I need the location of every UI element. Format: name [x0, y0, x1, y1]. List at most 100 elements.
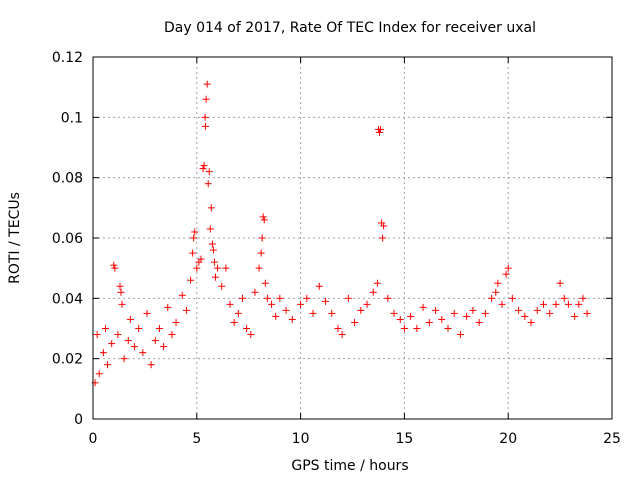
- data-point: [99, 349, 107, 357]
- data-point: [546, 309, 554, 317]
- chart-title: Day 014 of 2017, Rate Of TEC Index for r…: [164, 20, 536, 36]
- data-point: [95, 370, 103, 378]
- x-tick-labels: 0 5 10 15 20 25: [89, 431, 621, 447]
- data-point: [583, 309, 591, 317]
- data-point: [268, 300, 276, 308]
- y-tick-label: 0.06: [52, 231, 83, 247]
- data-point: [120, 355, 128, 363]
- data-point: [199, 165, 207, 173]
- data-point: [187, 276, 195, 284]
- grid-lines: [93, 57, 612, 419]
- data-point: [498, 300, 506, 308]
- data-point: [247, 331, 255, 339]
- data-point: [226, 300, 234, 308]
- data-point: [164, 303, 172, 311]
- data-point: [143, 309, 151, 317]
- data-point: [377, 125, 385, 133]
- data-point: [571, 312, 579, 320]
- data-point: [413, 325, 421, 332]
- data-point: [255, 264, 263, 272]
- data-point: [222, 264, 230, 272]
- data-point: [272, 312, 280, 320]
- data-point: [209, 246, 217, 254]
- data-point: [288, 315, 296, 323]
- data-point: [419, 303, 427, 311]
- data-point: [147, 361, 155, 369]
- data-point: [234, 309, 242, 317]
- data-point: [282, 306, 290, 314]
- data-point: [116, 282, 124, 290]
- data-point: [463, 312, 471, 320]
- data-point: [259, 213, 267, 221]
- data-point: [344, 294, 352, 302]
- data-points: [91, 80, 591, 387]
- data-point: [151, 337, 159, 345]
- data-point: [93, 331, 101, 339]
- data-point: [108, 340, 116, 348]
- data-point: [101, 325, 109, 332]
- y-tick-label: 0.02: [52, 352, 83, 368]
- data-point: [438, 315, 446, 323]
- data-point: [160, 343, 168, 351]
- data-point: [456, 331, 464, 339]
- data-point: [260, 216, 268, 224]
- data-point: [303, 294, 311, 302]
- data-point: [203, 80, 211, 88]
- data-point: [124, 337, 132, 345]
- data-point: [189, 249, 197, 257]
- data-point: [380, 222, 388, 230]
- data-point: [539, 300, 547, 308]
- data-point: [263, 294, 271, 302]
- data-point: [117, 288, 125, 296]
- data-point: [251, 288, 259, 296]
- data-point: [508, 294, 516, 302]
- data-point: [560, 294, 568, 302]
- data-point: [202, 122, 210, 130]
- data-point: [373, 279, 381, 287]
- data-point: [328, 309, 336, 317]
- x-tick-label: 5: [192, 431, 201, 447]
- data-point: [322, 297, 330, 305]
- data-point: [191, 228, 199, 236]
- y-tick-label: 0.04: [52, 291, 83, 307]
- data-point: [492, 288, 500, 296]
- data-point: [363, 300, 371, 308]
- x-tick-label: 25: [603, 431, 621, 447]
- data-point: [338, 331, 346, 339]
- x-tick-label: 20: [499, 431, 517, 447]
- data-point: [502, 270, 510, 278]
- data-point: [400, 325, 408, 332]
- data-point: [369, 288, 377, 296]
- data-point: [139, 349, 147, 357]
- data-point: [334, 325, 342, 332]
- data-point: [201, 113, 209, 121]
- data-point: [238, 294, 246, 302]
- data-point: [182, 306, 190, 314]
- data-point: [450, 309, 458, 317]
- data-point: [110, 261, 118, 269]
- data-point: [135, 325, 143, 332]
- data-point: [214, 264, 222, 272]
- data-point: [190, 234, 198, 242]
- data-point: [556, 279, 564, 287]
- y-tick-labels: 0 0.02 0.04 0.06 0.08 0.1 0.12: [52, 50, 83, 428]
- data-point: [204, 180, 212, 188]
- axis-ticks: [92, 56, 613, 420]
- y-tick-label: 0: [74, 412, 83, 428]
- data-point: [504, 264, 512, 272]
- data-point: [521, 312, 529, 320]
- data-point: [261, 279, 269, 287]
- data-point: [202, 95, 210, 103]
- data-point: [488, 294, 496, 302]
- data-point: [475, 318, 483, 326]
- x-tick-label: 15: [395, 431, 413, 447]
- x-tick-label: 10: [292, 431, 310, 447]
- data-point: [111, 264, 119, 272]
- data-point: [515, 306, 523, 314]
- data-point: [384, 294, 392, 302]
- data-point: [207, 204, 215, 212]
- data-point: [200, 162, 208, 170]
- data-point: [118, 300, 126, 308]
- data-point: [357, 306, 365, 314]
